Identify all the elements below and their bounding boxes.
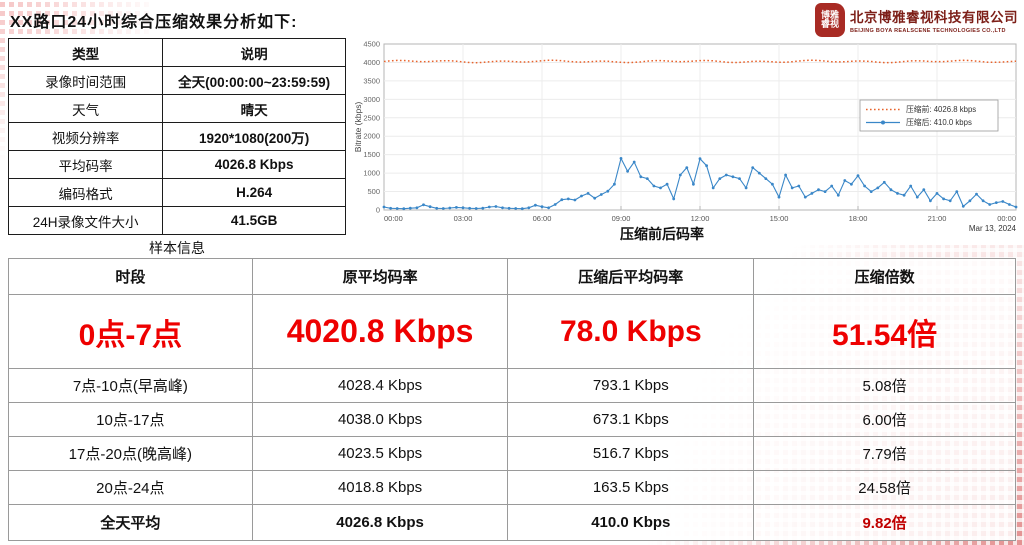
sample-table-header-row: 类型 说明	[7, 38, 346, 67]
sample-value-cell: 41.5GB	[162, 206, 346, 235]
sample-table-header: 类型	[7, 38, 164, 67]
period-cell: 全天平均	[8, 504, 253, 541]
period-cell: 7点-10点(早高峰)	[8, 368, 253, 403]
pre-bitrate-cell: 4026.8 Kbps	[251, 504, 509, 541]
result-table: 时段 原平均码率 压缩后平均码率 压缩倍数 0点-7点 4020.8 Kbps 78.0 K…	[8, 258, 1016, 541]
chart-date-label: Mar 13, 2024	[969, 224, 1017, 233]
ratio-cell: 6.00倍	[753, 402, 1016, 437]
svg-text:3000: 3000	[363, 95, 380, 104]
svg-text:0: 0	[376, 206, 380, 215]
sample-table-caption: 样本信息	[149, 240, 205, 256]
pre-bitrate-cell: 4028.4 Kbps	[251, 368, 509, 403]
svg-text:4000: 4000	[363, 58, 380, 67]
svg-text:4500: 4500	[363, 40, 380, 49]
svg-text:1000: 1000	[363, 169, 380, 178]
chart-caption: 压缩前后码率	[620, 226, 704, 242]
result-column-header: 压缩后平均码率	[507, 258, 755, 295]
svg-text:09:00: 09:00	[612, 214, 631, 223]
post-bitrate-cell: 673.1 Kbps	[507, 402, 755, 437]
sample-value-cell: H.264	[162, 178, 346, 207]
sample-value-cell: 全天(00:00:00~23:59:59)	[162, 66, 346, 95]
result-table-row: 7点-10点(早高峰) 4028.4 Kbps 793.1 Kbps 5.08倍	[8, 368, 1016, 403]
ratio-cell: 51.54倍	[753, 294, 1016, 369]
sample-value-cell: 4026.8 Kbps	[162, 150, 346, 179]
bitrate-chart: 0 500 1000 1500 2000 2500 3000 3500 4000 4500 00:0…	[352, 38, 1022, 234]
svg-text:00:00: 00:00	[384, 214, 403, 223]
company-name: 北京博雅睿视科技有限公司 BEIJING BOYA REALSCENE TECH…	[850, 6, 1018, 34]
svg-text:03:00: 03:00	[454, 214, 473, 223]
svg-text:压缩前: 4026.8 kbps: 压缩前: 4026.8 kbps	[906, 104, 976, 114]
svg-text:06:00: 06:00	[533, 214, 552, 223]
result-column-header: 原平均码率	[251, 258, 509, 295]
post-bitrate-cell: 516.7 Kbps	[507, 436, 755, 471]
sample-table-row: 24H录像文件大小 41.5GB	[7, 206, 346, 235]
result-highlight-row: 0点-7点 4020.8 Kbps 78.0 Kbps 51.54倍	[8, 294, 1016, 369]
pre-bitrate-cell: 4023.5 Kbps	[251, 436, 509, 471]
post-bitrate-cell: 163.5 Kbps	[507, 470, 755, 505]
svg-text:00:00: 00:00	[997, 214, 1016, 223]
sample-table-row: 录像时间范围 全天(00:00:00~23:59:59)	[7, 66, 346, 95]
sample-type-cell: 天气	[7, 94, 164, 123]
sample-table-row: 编码格式 H.264	[7, 178, 346, 207]
period-cell: 10点-17点	[8, 402, 253, 437]
svg-text:2500: 2500	[363, 113, 380, 122]
sample-info-table: 类型 说明 录像时间范围 全天(00:00:00~23:59:59) 天气 晴天 视频分辨…	[7, 38, 346, 235]
svg-text:12:00: 12:00	[691, 214, 710, 223]
pre-compression-series	[383, 59, 1017, 64]
company-seal-icon: 博雅睿视	[815, 3, 845, 37]
result-table-row: 20点-24点 4018.8 Kbps 163.5 Kbps 24.58倍	[8, 470, 1016, 505]
ratio-cell: 24.58倍	[753, 470, 1016, 505]
result-column-header: 时段	[8, 258, 253, 295]
sample-info-table-container: 类型 说明 录像时间范围 全天(00:00:00~23:59:59) 天气 晴天 视频分辨…	[7, 38, 346, 235]
sample-table-row: 视频分辨率 1920*1080(200万)	[7, 122, 346, 151]
sample-type-cell: 视频分辨率	[7, 122, 164, 151]
period-cell: 0点-7点	[8, 294, 253, 369]
sample-value-cell: 晴天	[162, 94, 346, 123]
result-header-row: 时段 原平均码率 压缩后平均码率 压缩倍数	[8, 258, 1016, 295]
svg-text:2000: 2000	[363, 132, 380, 141]
result-table-row: 17点-20点(晚高峰) 4023.5 Kbps 516.7 Kbps 7.79倍	[8, 436, 1016, 471]
svg-text:3500: 3500	[363, 76, 380, 85]
chart-legend: 压缩前: 4026.8 kbps 压缩后: 410.0 kbps	[859, 99, 999, 132]
sample-table-row: 平均码率 4026.8 Kbps	[7, 150, 346, 179]
post-bitrate-cell: 793.1 Kbps	[507, 368, 755, 403]
svg-text:1500: 1500	[363, 150, 380, 159]
result-summary-row: 全天平均 4026.8 Kbps 410.0 Kbps 9.82倍	[8, 504, 1016, 541]
sample-type-cell: 平均码率	[7, 150, 164, 179]
sample-table-header: 说明	[162, 38, 346, 67]
sample-value-cell: 1920*1080(200万)	[162, 122, 346, 151]
company-logo: 博雅睿视 北京博雅睿视科技有限公司 BEIJING BOYA REALSCENE…	[815, 3, 1018, 37]
sample-type-cell: 编码格式	[7, 178, 164, 207]
sample-type-cell: 24H录像文件大小	[7, 206, 164, 235]
post-bitrate-cell: 410.0 Kbps	[507, 504, 755, 541]
result-table-container: 时段 原平均码率 压缩后平均码率 压缩倍数 0点-7点 4020.8 Kbps 78.0 K…	[8, 258, 1016, 541]
svg-text:500: 500	[367, 187, 380, 196]
page-title: XX路口24小时综合压缩效果分析如下:	[10, 14, 298, 31]
sample-table-row: 天气 晴天	[7, 94, 346, 123]
bitrate-chart-svg: 0 500 1000 1500 2000 2500 3000 3500 4000 4500 00:0…	[353, 40, 1018, 233]
ratio-cell: 5.08倍	[753, 368, 1016, 403]
result-column-header: 压缩倍数	[753, 258, 1016, 295]
pre-bitrate-cell: 4038.0 Kbps	[251, 402, 509, 437]
period-cell: 17点-20点(晚高峰)	[8, 436, 253, 471]
svg-text:21:00: 21:00	[928, 214, 947, 223]
ratio-cell: 9.82倍	[753, 504, 1016, 541]
svg-text:压缩后: 410.0 kbps: 压缩后: 410.0 kbps	[906, 117, 972, 127]
sample-type-cell: 录像时间范围	[7, 66, 164, 95]
company-name-en: BEIJING BOYA REALSCENE TECHNOLOGIES CO.,…	[850, 28, 1006, 34]
ratio-cell: 7.79倍	[753, 436, 1016, 471]
chart-y-axis-label: Bitrate (kbps)	[353, 102, 363, 153]
pre-bitrate-cell: 4018.8 Kbps	[251, 470, 509, 505]
post-bitrate-cell: 78.0 Kbps	[507, 294, 755, 369]
period-cell: 20点-24点	[8, 470, 253, 505]
company-name-cn: 北京博雅睿视科技有限公司	[850, 10, 1018, 25]
svg-text:18:00: 18:00	[849, 214, 868, 223]
result-table-row: 10点-17点 4038.0 Kbps 673.1 Kbps 6.00倍	[8, 402, 1016, 437]
svg-text:15:00: 15:00	[770, 214, 789, 223]
pre-bitrate-cell: 4020.8 Kbps	[251, 294, 509, 369]
